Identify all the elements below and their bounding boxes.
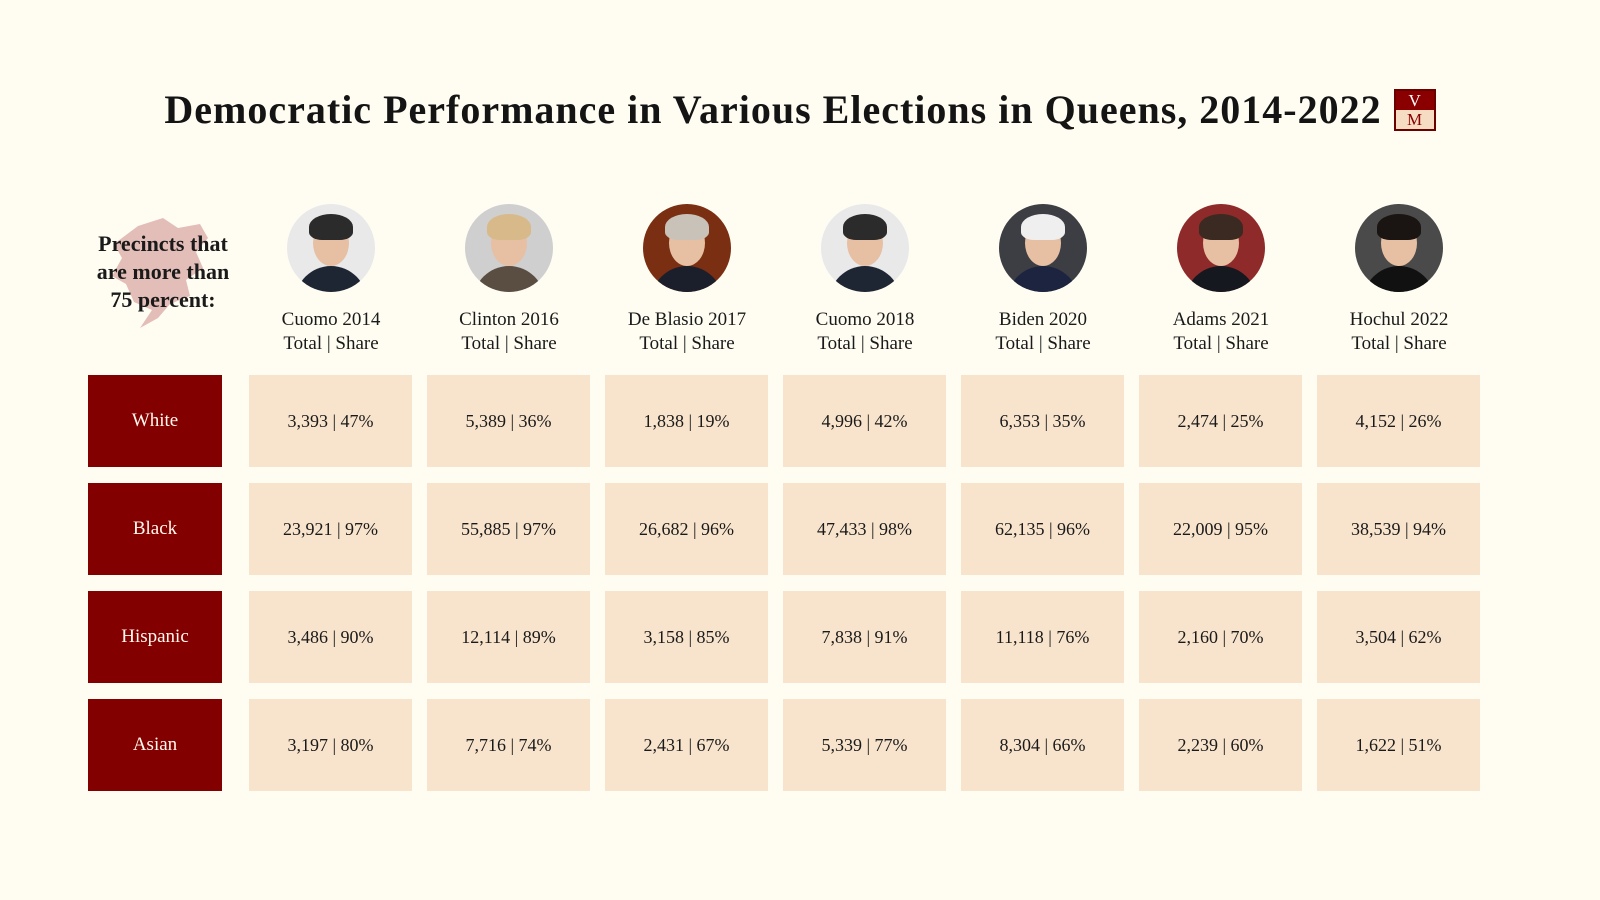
precinct-label: Precincts that are more than 75 percent: — [88, 218, 238, 360]
table-cell: 7,716 | 74% — [427, 699, 590, 791]
logo-letter-bottom: M — [1395, 109, 1434, 129]
candidate-photo — [643, 204, 731, 292]
candidate-photo — [1355, 204, 1443, 292]
precinct-line-2: are more than — [96, 259, 230, 284]
table-cell: 22,009 | 95% — [1139, 483, 1302, 575]
table-cell: 4,996 | 42% — [783, 375, 946, 467]
row-label: Black — [88, 483, 222, 575]
photo-hair — [1377, 214, 1421, 240]
column-header: Clinton 2016 Total | Share — [427, 204, 591, 356]
table-cell: 2,239 | 60% — [1139, 699, 1302, 791]
candidate-name: Cuomo 2018 — [815, 309, 915, 330]
table-cell: 12,114 | 89% — [427, 591, 590, 683]
precinct-text: Precincts that are more than 75 percent: — [88, 230, 238, 314]
table-cell: 2,431 | 67% — [605, 699, 768, 791]
precinct-line-3: 75 percent: — [110, 287, 216, 312]
logo-letter-top: V — [1395, 90, 1434, 110]
candidate-photo — [287, 204, 375, 292]
candidate-photo — [1177, 204, 1265, 292]
table-cell: 26,682 | 96% — [605, 483, 768, 575]
column-subheader: Total | Share — [283, 333, 379, 354]
photo-body — [473, 266, 545, 292]
candidate-photo — [821, 204, 909, 292]
column-subheader: Total | Share — [995, 333, 1091, 354]
title-area: Democratic Performance in Various Electi… — [0, 86, 1600, 133]
table-cell: 1,622 | 51% — [1317, 699, 1480, 791]
photo-body — [1007, 266, 1079, 292]
row-label: White — [88, 375, 222, 467]
photo-body — [295, 266, 367, 292]
candidate-name: Biden 2020 — [998, 309, 1088, 330]
photo-hair — [843, 214, 887, 240]
photo-body — [1185, 266, 1257, 292]
queens-map-icon — [112, 218, 208, 328]
column-header: Biden 2020 Total | Share — [961, 204, 1125, 356]
candidate-name: Cuomo 2014 — [281, 309, 381, 330]
column-subheader: Total | Share — [1173, 333, 1269, 354]
photo-hair — [665, 214, 709, 240]
column-header: Adams 2021 Total | Share — [1139, 204, 1303, 356]
table-cell: 55,885 | 97% — [427, 483, 590, 575]
candidate-photo — [465, 204, 553, 292]
column-header: Cuomo 2014 Total | Share — [249, 204, 413, 356]
column-subheader: Total | Share — [817, 333, 913, 354]
table-cell: 2,474 | 25% — [1139, 375, 1302, 467]
vm-logo: V M — [1393, 88, 1436, 131]
table-cell: 6,353 | 35% — [961, 375, 1124, 467]
table-cell: 3,158 | 85% — [605, 591, 768, 683]
column-subheader: Total | Share — [461, 333, 557, 354]
photo-body — [1363, 266, 1435, 292]
table-cell: 2,160 | 70% — [1139, 591, 1302, 683]
table-cell: 38,539 | 94% — [1317, 483, 1480, 575]
table-cell: 3,504 | 62% — [1317, 591, 1480, 683]
table-cell: 4,152 | 26% — [1317, 375, 1480, 467]
table-cell: 3,393 | 47% — [249, 375, 412, 467]
table-cell: 3,197 | 80% — [249, 699, 412, 791]
chart-title: Democratic Performance in Various Electi… — [164, 87, 1382, 132]
table-cell: 5,389 | 36% — [427, 375, 590, 467]
table-cell: 3,486 | 90% — [249, 591, 412, 683]
photo-hair — [309, 214, 353, 240]
table-cell: 23,921 | 97% — [249, 483, 412, 575]
candidate-photo — [999, 204, 1087, 292]
table-cell: 8,304 | 66% — [961, 699, 1124, 791]
column-header: Cuomo 2018 Total | Share — [783, 204, 947, 356]
table-cell: 1,838 | 19% — [605, 375, 768, 467]
photo-hair — [1021, 214, 1065, 240]
table-cell: 47,433 | 98% — [783, 483, 946, 575]
row-label: Hispanic — [88, 591, 222, 683]
candidate-name: De Blasio 2017 — [627, 309, 747, 330]
column-header: De Blasio 2017 Total | Share — [605, 204, 769, 356]
table-cell: 7,838 | 91% — [783, 591, 946, 683]
candidate-name: Adams 2021 — [1172, 309, 1270, 330]
table-cell: 62,135 | 96% — [961, 483, 1124, 575]
photo-body — [829, 266, 901, 292]
candidate-name: Hochul 2022 — [1349, 309, 1449, 330]
photo-body — [651, 266, 723, 292]
row-label: Asian — [88, 699, 222, 791]
table-cell: 5,339 | 77% — [783, 699, 946, 791]
photo-hair — [1199, 214, 1243, 240]
column-subheader: Total | Share — [1351, 333, 1447, 354]
photo-hair — [487, 214, 531, 240]
column-headers: Cuomo 2014 Total | Share Clinton 2016 Total… — [0, 204, 1600, 364]
column-subheader: Total | Share — [639, 333, 735, 354]
column-header: Hochul 2022 Total | Share — [1317, 204, 1481, 356]
table-cell: 11,118 | 76% — [961, 591, 1124, 683]
candidate-name: Clinton 2016 — [459, 309, 559, 330]
precinct-line-1: Precincts that — [98, 231, 228, 256]
